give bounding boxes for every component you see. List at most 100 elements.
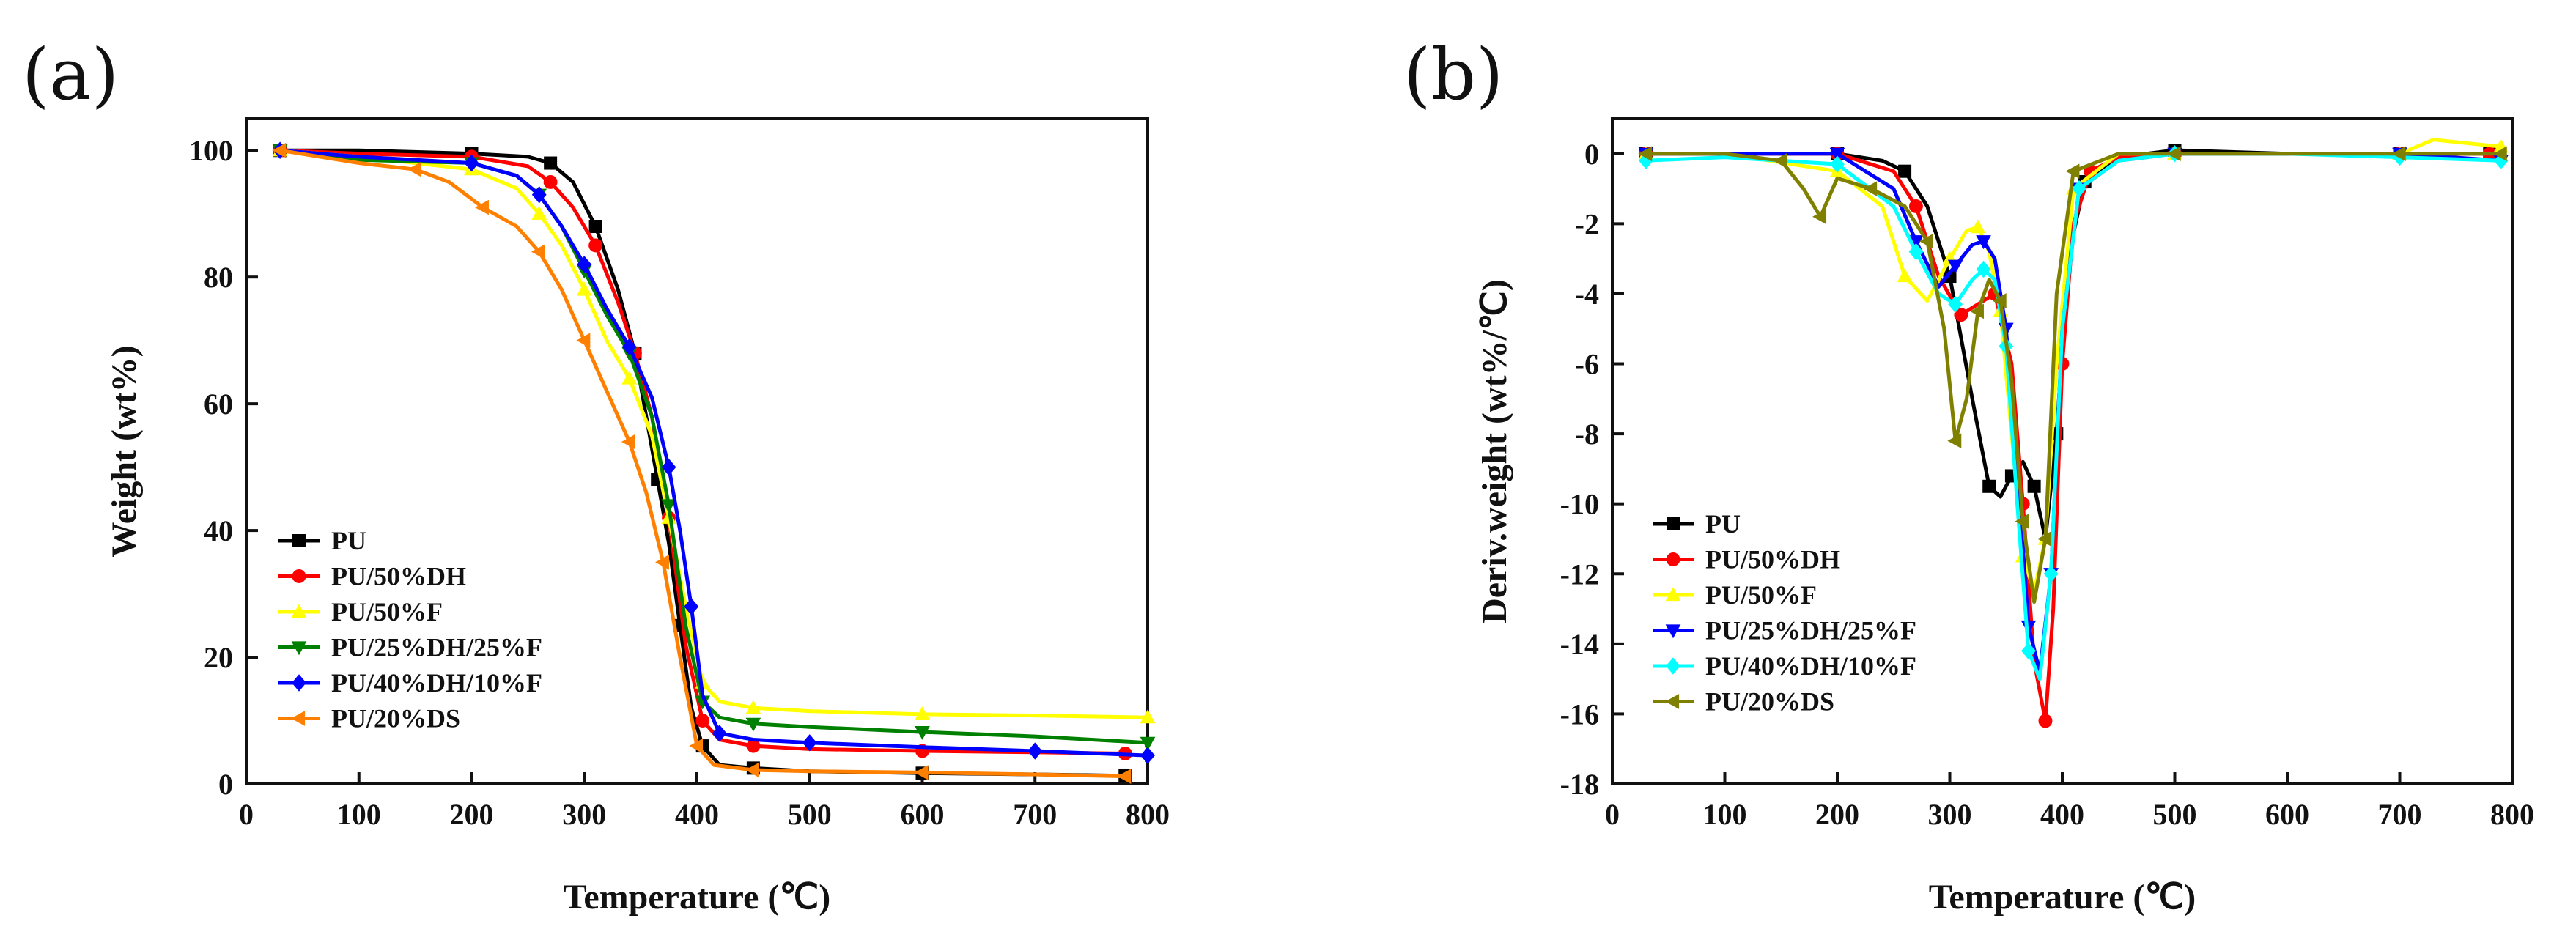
panel-b-legend-entry: PU/25%DH/25%F <box>1653 616 1916 645</box>
panel-b-legend-entry: PU <box>1653 509 1741 539</box>
panel-b-data-point <box>1863 181 1878 196</box>
panel-b-data-point <box>1908 243 1924 261</box>
panel-b-series-line-pu-40-dh-10-f <box>1645 152 2501 681</box>
panel-a-data-point <box>272 142 287 158</box>
panel-b-data-point <box>1830 155 1845 173</box>
panel-b-series-line-pu-20-ds <box>1646 152 2501 604</box>
panel-b-x-tick-label: 200 <box>1815 798 1859 831</box>
panel-a-data-point <box>1140 736 1156 751</box>
panel-a-data-point <box>1140 747 1155 764</box>
panel-b-y-tick-label: -18 <box>1560 768 1599 801</box>
panel-b-data-point <box>1982 479 1996 493</box>
panel-b-legend-label: PU/20%DS <box>1705 687 1834 717</box>
panel-a-legend-marker <box>291 711 306 726</box>
panel-a-data-point <box>531 244 545 259</box>
panel-b-data-point <box>2027 479 2041 493</box>
panel-b-series-pu-20-ds <box>1638 146 2507 604</box>
panel-b-y-tick-labels: 0 -2 -4 -6 -8 -10 -12 -14 -16 -18 <box>1560 138 1599 801</box>
panel-b-data-point <box>1948 295 1963 313</box>
panel-a-legend-label: PU/25%DH/25%F <box>331 633 542 662</box>
panel-a-data-point <box>543 175 558 189</box>
panel-a-data-point <box>689 738 704 754</box>
panel-b-legend-entry: PU/50%DH <box>1653 545 1840 574</box>
panel-a-data-point <box>915 706 930 720</box>
panel-b-data-point <box>1897 268 1913 283</box>
panel-b-x-tick-label: 800 <box>2490 798 2534 831</box>
panel-b-series-pu-50-f <box>1638 138 2509 593</box>
panel-b-legend-label: PU <box>1705 509 1741 539</box>
panel-a-legend-entry: PU/50%DH <box>278 562 466 591</box>
panel-a-series-group <box>272 141 1156 784</box>
panel-a-x-tick-label: 0 <box>239 798 254 831</box>
panel-a-legend-label: PU/50%DH <box>331 562 466 591</box>
panel-a-legend-entry: PU/20%DS <box>278 704 460 733</box>
panel-b-data-point <box>1970 219 1986 234</box>
panel-a-data-point <box>1027 742 1043 760</box>
panel-b-series-line-pu-50-f <box>1646 138 2501 593</box>
panel-b-x-tick-labels: 0 100 200 300 400 500 600 700 800 <box>1605 798 2534 831</box>
panel-b-x-tick-label: 100 <box>1703 798 1747 831</box>
panel-a-y-tick-label: 100 <box>189 134 233 167</box>
panel-b-data-point <box>2037 531 2052 547</box>
panel-a: (a) 0 100 200 300 400 500 600 700 800 0 20 40 60 80 1… <box>22 34 1170 917</box>
panel-a-x-tick-labels: 0 100 200 300 400 500 600 700 800 <box>239 798 1170 831</box>
panel-a-y-tick-label: 60 <box>204 388 233 421</box>
panel-b-data-point <box>1992 293 2007 308</box>
panel-a-x-tick-label: 800 <box>1126 798 1170 831</box>
panel-a-data-point <box>661 499 676 514</box>
panel-b-data-point <box>1638 146 1653 162</box>
panel-a-data-point <box>621 434 635 450</box>
panel-b-y-tick-label: -12 <box>1560 558 1599 591</box>
panel-a-legend-label: PU/20%DS <box>331 704 460 733</box>
panel-b-legend-marker <box>1665 624 1681 639</box>
panel-b-label: (b) <box>1403 34 1503 116</box>
panel-a-data-point <box>695 714 710 728</box>
panel-b-data-point <box>2021 642 2036 660</box>
panel-b-data-point <box>1976 260 1991 278</box>
panel-a-legend-marker <box>292 569 306 583</box>
panel-a-legend-entry: PU <box>278 526 366 555</box>
panel-a-data-point <box>745 700 761 714</box>
panel-b-data-point <box>1829 147 1845 162</box>
panel-a-data-point <box>655 554 669 570</box>
panel-a-legend-label: PU/40%DH/10%F <box>331 668 542 697</box>
panel-b-data-point <box>1947 433 1962 449</box>
panel-b-series-group <box>1638 138 2509 728</box>
panel-b-data-point <box>2038 714 2053 728</box>
panel-a-y-tick-label: 20 <box>204 641 233 674</box>
panel-a-legend-label: PU <box>331 526 366 555</box>
panel-b: (b) 0 100 200 300 400 500 600 700 800 0 -2 -4 -6 -8 -… <box>1403 34 2534 917</box>
panel-b-y-tick-label: -2 <box>1575 207 1599 240</box>
panel-a-legend-marker <box>291 641 307 656</box>
panel-a-series-line-pu-40-dh-10-f <box>279 148 1148 758</box>
panel-a-y-tick-label: 0 <box>218 768 233 801</box>
panel-a-legend-marker <box>292 674 306 692</box>
panel-b-y-tick-label: -4 <box>1575 278 1599 311</box>
panel-b-legend-label: PU/50%DH <box>1705 545 1840 574</box>
panel-b-x-axis-title: Temperature (℃) <box>1929 878 2196 917</box>
panel-b-legend-entry: PU/50%F <box>1653 580 1817 610</box>
panel-b-data-point <box>2072 180 2086 198</box>
panel-b-x-tick-label: 700 <box>2378 798 2422 831</box>
panel-a-x-tick-label: 700 <box>1013 798 1057 831</box>
panel-a-data-point <box>661 458 676 476</box>
panel-a-y-tick-labels: 0 20 40 60 80 100 <box>189 134 233 801</box>
panel-b-data-point <box>1947 259 1963 274</box>
panel-b-legend-marker <box>1666 657 1680 675</box>
panel-a-label: (a) <box>22 34 119 116</box>
panel-b-legend-marker <box>1667 517 1680 530</box>
panel-a-data-point <box>531 205 547 220</box>
panel-b-data-point <box>2015 514 2029 529</box>
panel-b-x-tick-label: 400 <box>2040 798 2084 831</box>
panel-b-legend-entry: PU/20%DS <box>1653 687 1834 717</box>
panel-b-y-tick-label: -6 <box>1575 348 1599 381</box>
panel-a-y-tick-label: 40 <box>204 514 233 547</box>
panel-a-data-point <box>621 338 637 356</box>
panel-a-x-tick-label: 600 <box>901 798 945 831</box>
panel-a-series-pu-40-dh-10-f <box>273 141 1155 764</box>
panel-b-data-point <box>1909 199 1923 213</box>
panel-a-legend-entry: PU/40%DH/10%F <box>278 668 542 697</box>
panel-a-series-pu-20-ds <box>272 142 1132 784</box>
panel-a-data-point <box>588 238 603 253</box>
